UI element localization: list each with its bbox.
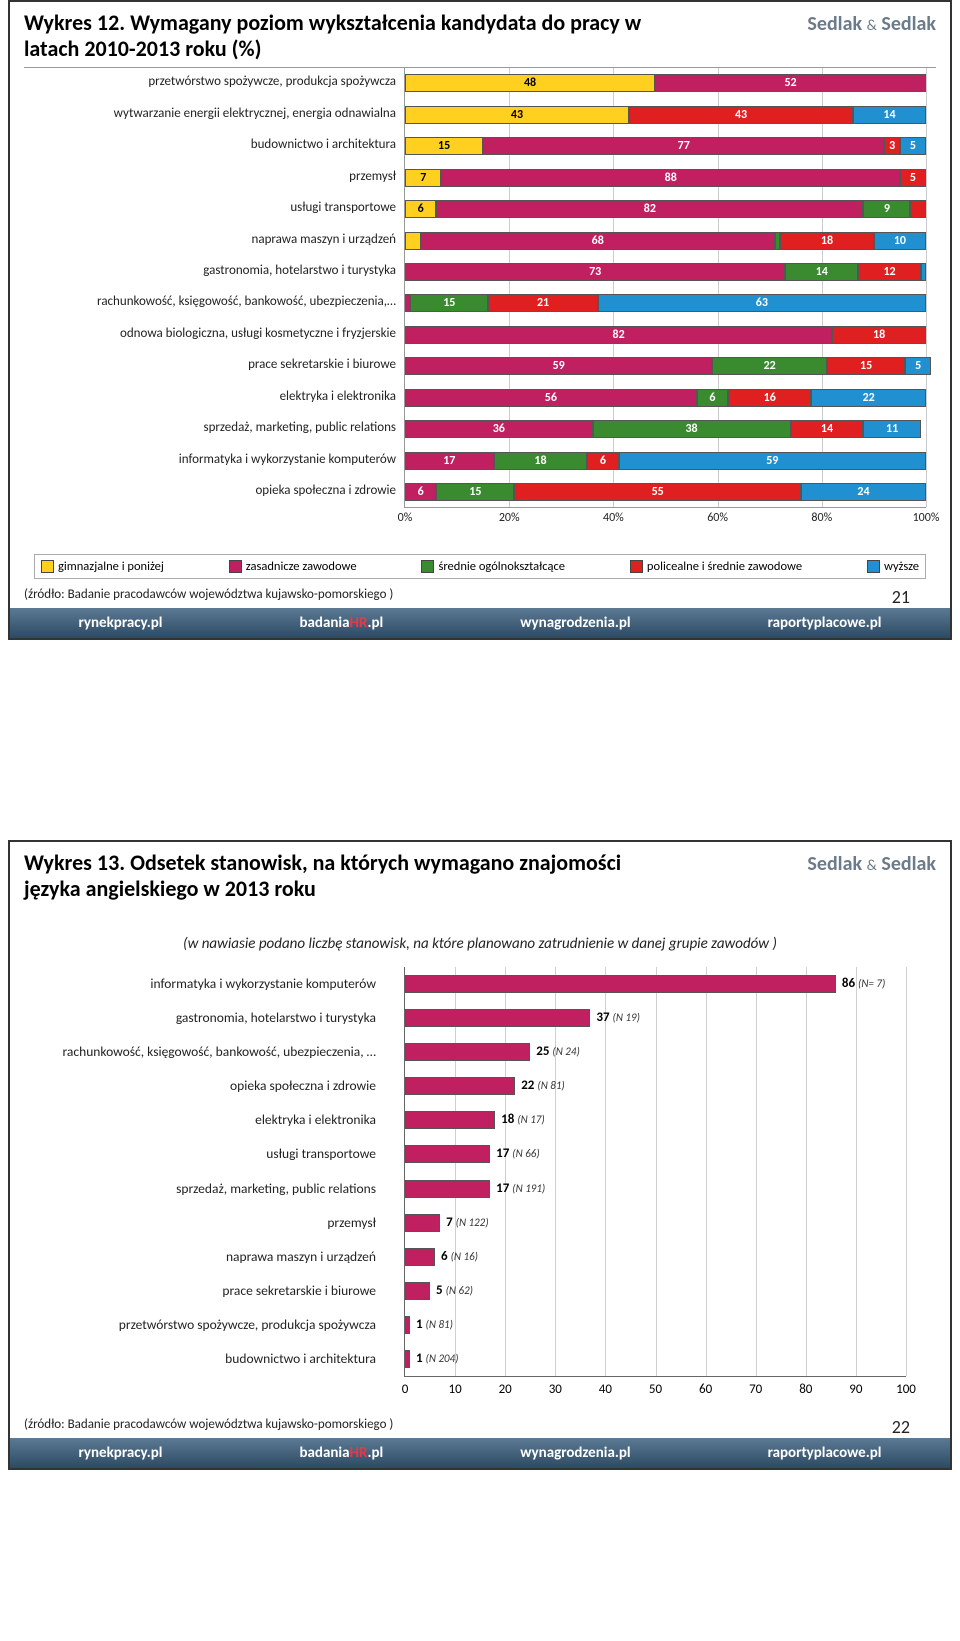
legend-swatch: [867, 560, 880, 573]
logo-amp-13: &: [867, 857, 877, 875]
chart12-category-label: przemysł: [26, 169, 396, 184]
slide-13: Wykres 13. Odsetek stanowisk, na których…: [8, 840, 952, 1470]
footer-site4: raportyplacowe.pl: [768, 614, 882, 632]
chart12-category-label: elektryka i elektronika: [26, 389, 396, 404]
chart12-legend-item: policealne i średnie zawodowe: [630, 559, 802, 574]
chart12-category-label: budownictwo i architektura: [26, 137, 396, 152]
chart12-legend: gimnazjalne i poniżej zasadnicze zawodowe…: [34, 554, 926, 579]
chart12-legend-item: średnie ogólnokształcące: [421, 559, 565, 574]
chart12-category-label: opieka społeczna i zdrowie: [26, 483, 396, 498]
chart12-title: Wykres 12. Wymagany poziom wykształcenia…: [24, 10, 664, 63]
chart13-category-label: przetwórstwo spożywcze, produkcja spożyw…: [6, 1316, 376, 1333]
chart12-category-label: wytwarzanie energii elektrycznej, energi…: [26, 106, 396, 121]
chart12-category-label: gastronomia, hotelarstwo i turystyka: [26, 263, 396, 278]
logo-amp: &: [867, 17, 877, 35]
chart13-category-label: naprawa maszyn i urządzeń: [6, 1248, 376, 1265]
footer-site3-b: wynagrodzenia.pl: [520, 1444, 630, 1462]
chart12-category-label: usługi transportowe: [26, 200, 396, 215]
chart13-category-label: sprzedaż, marketing, public relations: [6, 1180, 376, 1197]
chart12-legend-item: zasadnicze zawodowe: [229, 559, 357, 574]
footer-site3: wynagrodzenia.pl: [520, 614, 630, 632]
logo: Sedlak & Sedlak: [807, 10, 936, 36]
logo-right: Sedlak: [881, 12, 936, 36]
slide-12: Wykres 12. Wymagany poziom wykształcenia…: [8, 0, 952, 640]
legend-swatch: [41, 560, 54, 573]
legend-swatch: [229, 560, 242, 573]
legend-label: policealne i średnie zawodowe: [647, 559, 802, 574]
footer-13: rynekpracy.pl badaniaHR.pl wynagrodzenia…: [10, 1438, 950, 1468]
chart12-category-label: informatyka i wykorzystanie komputerów: [26, 452, 396, 467]
chart13-title: Wykres 13. Odsetek stanowisk, na których…: [24, 850, 664, 903]
logo-13: Sedlak & Sedlak: [807, 850, 936, 876]
chart13-category-label: gastronomia, hotelarstwo i turystyka: [6, 1009, 376, 1026]
chart13-labels: informatyka i wykorzystanie komputerówga…: [24, 967, 936, 1407]
footer-site2-b: badaniaHR.pl: [299, 1444, 383, 1462]
chart13-category-label: usługi transportowe: [6, 1145, 376, 1162]
footer-site1: rynekpracy.pl: [79, 614, 163, 632]
logo-left-13: Sedlak: [807, 852, 862, 876]
chart12-category-label: odnowa biologiczna, usługi kosmetyczne i…: [26, 326, 396, 341]
footer-12: rynekpracy.pl badaniaHR.pl wynagrodzenia…: [10, 608, 950, 638]
chart12-category-label: prace sekretarskie i biurowe: [26, 357, 396, 372]
chart12-legend-item: gimnazjalne i poniżej: [41, 559, 164, 574]
chart13: 010203040506070809010086 (N= 7)37 (N 19)…: [24, 967, 936, 1407]
legend-label: zasadnicze zawodowe: [246, 559, 357, 574]
slide-12-header: Wykres 12. Wymagany poziom wykształcenia…: [10, 2, 950, 67]
footer-site2: badaniaHR.pl: [299, 614, 383, 632]
chart12: 0%20%40%60%80%100%4852434314157735788568…: [24, 67, 936, 548]
chart12-category-label: sprzedaż, marketing, public relations: [26, 420, 396, 435]
chart13-category-label: opieka społeczna i zdrowie: [6, 1077, 376, 1094]
legend-label: wyższe: [884, 559, 919, 574]
chart12-labels: przetwórstwo spożywcze, produkcja spożyw…: [24, 68, 936, 548]
logo-left: Sedlak: [807, 12, 862, 36]
legend-swatch: [421, 560, 434, 573]
chart13-category-label: budownictwo i architektura: [6, 1350, 376, 1367]
slide-13-header: Wykres 13. Odsetek stanowisk, na których…: [10, 842, 950, 907]
chart12-category-label: przetwórstwo spożywcze, produkcja spożyw…: [26, 74, 396, 89]
chart12-area: 0%20%40%60%80%100%4852434314157735788568…: [10, 67, 950, 579]
chart13-category-label: informatyka i wykorzystanie komputerów: [6, 975, 376, 992]
chart13-category-label: przemysł: [6, 1214, 376, 1231]
footer-site4-b: raportyplacowe.pl: [768, 1444, 882, 1462]
chart13-category-label: elektryka i elektronika: [6, 1111, 376, 1128]
chart12-category-label: rachunkowość, księgowość, bankowość, ube…: [26, 294, 396, 309]
chart13-category-label: rachunkowość, księgowość, bankowość, ube…: [6, 1043, 376, 1060]
legend-label: gimnazjalne i poniżej: [58, 559, 164, 574]
logo-right-13: Sedlak: [881, 852, 936, 876]
legend-swatch: [630, 560, 643, 573]
legend-label: średnie ogólnokształcące: [438, 559, 565, 574]
chart12-category-label: naprawa maszyn i urządzeń: [26, 232, 396, 247]
chart13-subtitle: (w nawiasie podano liczbę stanowisk, na …: [10, 907, 950, 967]
footer-site1-b: rynekpracy.pl: [79, 1444, 163, 1462]
chart12-legend-item: wyższe: [867, 559, 919, 574]
chart13-category-label: prace sekretarskie i biurowe: [6, 1282, 376, 1299]
